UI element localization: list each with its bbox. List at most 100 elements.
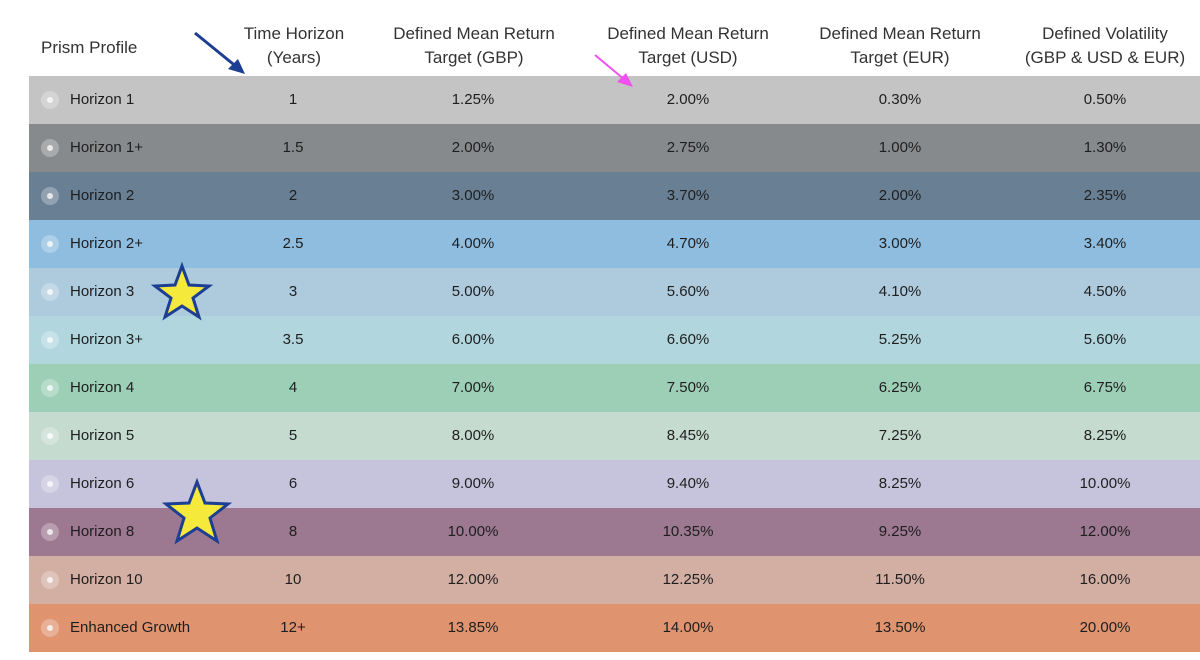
volatility: 5.60% (1083, 331, 1127, 348)
return-gbp: 8.00% (451, 427, 495, 444)
return-usd: 4.70% (666, 235, 710, 252)
return-gbp: 10.00% (447, 523, 499, 540)
profile-dot-icon (41, 91, 59, 109)
volatility: 1.30% (1083, 139, 1127, 156)
return-eur: 8.25% (878, 475, 922, 492)
profile-dot-icon (41, 475, 59, 493)
time-horizon-years: 12+ (280, 619, 306, 636)
table-row: Horizon 5 5 8.00% 8.45% 7.25% 8.25% (29, 412, 1200, 460)
profile-name: Horizon 10 (70, 571, 143, 588)
table-row: Horizon 4 4 7.00% 7.50% 6.25% 6.75% (29, 364, 1200, 412)
return-usd: 6.60% (666, 331, 710, 348)
profile-name: Horizon 3 (70, 283, 135, 300)
return-eur: 11.50% (875, 571, 925, 588)
return-eur: 0.30% (878, 91, 922, 108)
profile-name: Horizon 6 (70, 475, 135, 492)
return-gbp: 6.00% (451, 331, 495, 348)
return-eur: 1.00% (878, 139, 922, 156)
profile-name: Horizon 2+ (70, 235, 143, 252)
return-eur: 4.10% (878, 283, 922, 300)
volatility: 6.75% (1083, 379, 1127, 396)
return-usd: 9.40% (666, 475, 710, 492)
time-horizon-years: 3.5 (282, 331, 304, 348)
header-return-eur-line1: Defined Mean Return (819, 24, 981, 43)
return-eur: 9.25% (878, 523, 922, 540)
header-time-horizon-line2: (Years) (266, 48, 322, 67)
profile-name: Horizon 8 (70, 523, 135, 540)
table-row: Horizon 8 8 10.00% 10.35% 9.25% 12.00% (29, 508, 1200, 556)
profile-dot-icon (41, 619, 59, 637)
header-volatility-line2: (GBP & USD & EUR) (1024, 48, 1186, 67)
time-horizon-years: 2 (288, 187, 298, 204)
time-horizon-years: 5 (288, 427, 298, 444)
volatility: 16.00% (1079, 571, 1131, 588)
table-row: Horizon 3+ 3.5 6.00% 6.60% 5.25% 5.60% (29, 316, 1200, 364)
return-gbp: 1.25% (451, 91, 495, 108)
header-volatility: Defined Volatility (GBP & USD & EUR) (1015, 22, 1195, 70)
header-return-eur-line2: Target (EUR) (850, 48, 950, 67)
header-return-usd: Defined Mean Return Target (USD) (588, 22, 788, 70)
header-return-usd-line2: Target (USD) (638, 48, 738, 67)
return-eur: 2.00% (878, 187, 922, 204)
table-row: Horizon 3 3 5.00% 5.60% 4.10% 4.50% (29, 268, 1200, 316)
profile-dot-icon (41, 523, 59, 541)
profile-dot-icon (41, 331, 59, 349)
return-gbp: 3.00% (451, 187, 495, 204)
profile-name: Horizon 3+ (70, 331, 143, 348)
profile-name: Enhanced Growth (70, 619, 191, 636)
profile-dot-icon (41, 571, 59, 589)
profile-dot-icon (41, 283, 59, 301)
header-return-usd-line1: Defined Mean Return (607, 24, 769, 43)
time-horizon-years: 4 (288, 379, 298, 396)
profile-dot-icon (41, 427, 59, 445)
return-eur: 6.25% (878, 379, 922, 396)
return-usd: 8.45% (666, 427, 710, 444)
return-gbp: 13.85% (447, 619, 499, 636)
return-gbp: 7.00% (451, 379, 495, 396)
table-header: Prism Profile Time Horizon (Years) Defin… (0, 0, 1200, 76)
time-horizon-years: 8 (288, 523, 298, 540)
return-usd: 2.00% (666, 91, 710, 108)
header-return-eur: Defined Mean Return Target (EUR) (800, 22, 1000, 70)
return-usd: 5.60% (666, 283, 710, 300)
time-horizon-years: 2.5 (282, 235, 304, 252)
profile-dot-icon (41, 187, 59, 205)
table-body: Horizon 1 1 1.25% 2.00% 0.30% 0.50% Horizon 1+… (29, 76, 1200, 652)
header-return-gbp-line2: Target (GBP) (424, 48, 524, 67)
table-row: Enhanced Growth 12+ 13.85% 14.00% 13.50% 20.0… (29, 604, 1200, 652)
return-gbp: 2.00% (451, 139, 495, 156)
header-prism-profile: Prism Profile (41, 38, 138, 57)
time-horizon-years: 10 (284, 571, 302, 588)
header-time-horizon-line1: Time Horizon (243, 24, 345, 43)
return-usd: 14.00% (662, 619, 714, 636)
volatility: 20.00% (1079, 619, 1131, 636)
profile-name: Horizon 1 (70, 91, 135, 108)
return-eur: 13.50% (874, 619, 926, 636)
header-return-gbp-line1: Defined Mean Return (393, 24, 555, 43)
return-gbp: 4.00% (451, 235, 495, 252)
blue-arrow-icon (194, 31, 245, 74)
return-usd: 12.25% (662, 571, 714, 588)
table-row: Horizon 1+ 1.5 2.00% 2.75% 1.00% 1.30% (29, 124, 1200, 172)
time-horizon-years: 1.5 (282, 139, 304, 156)
table-row: Horizon 2 2 3.00% 3.70% 2.00% 2.35% (29, 172, 1200, 220)
table-row: Horizon 2+ 2.5 4.00% 4.70% 3.00% 3.40% (29, 220, 1200, 268)
volatility: 3.40% (1083, 235, 1127, 252)
volatility: 2.35% (1083, 187, 1127, 204)
profile-name: Horizon 1+ (70, 139, 143, 156)
header-return-gbp: Defined Mean Return Target (GBP) (374, 22, 574, 70)
star-icon (150, 261, 214, 321)
time-horizon-years: 6 (288, 475, 298, 492)
table-row: Horizon 6 6 9.00% 9.40% 8.25% 10.00% (29, 460, 1200, 508)
return-usd: 2.75% (666, 139, 710, 156)
volatility: 10.00% (1079, 475, 1131, 492)
profile-dot-icon (41, 139, 59, 157)
time-horizon-years: 3 (288, 283, 298, 300)
return-usd: 10.35% (662, 523, 714, 540)
volatility: 12.00% (1079, 523, 1131, 540)
return-gbp: 9.00% (451, 475, 495, 492)
profile-dot-icon (41, 379, 59, 397)
profile-name: Horizon 5 (70, 427, 135, 444)
header-volatility-line1: Defined Volatility (1042, 24, 1168, 43)
volatility: 8.25% (1083, 427, 1127, 444)
